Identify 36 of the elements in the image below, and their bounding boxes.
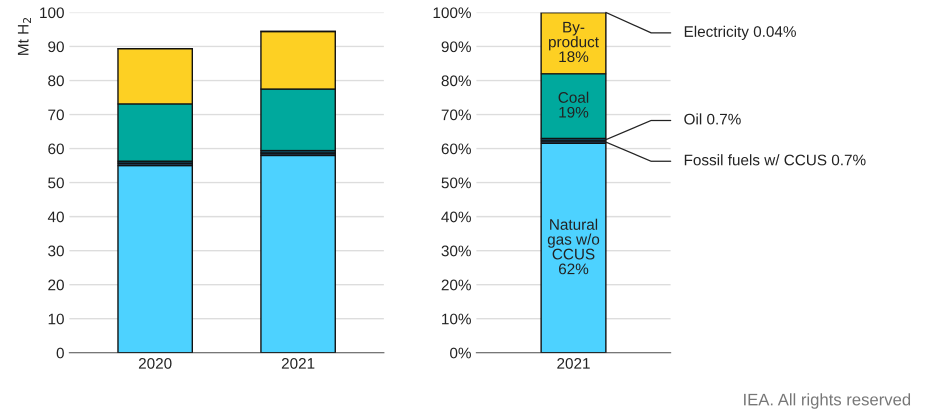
data-label: Fossil fuels w/ CCUS 0.7% bbox=[684, 154, 866, 166]
data-label: By- product 18% bbox=[549, 22, 599, 62]
y-tick-label: 70% bbox=[442, 109, 471, 120]
x-tick-label: 2021 bbox=[557, 358, 590, 369]
bar bbox=[540, 142, 607, 353]
y-tick-label: 20% bbox=[442, 280, 471, 290]
y-tick-label: 50% bbox=[442, 177, 471, 188]
y-tick-label: 80% bbox=[442, 75, 471, 86]
y-tick-label: 0% bbox=[450, 348, 471, 358]
y-tick-label: 90 bbox=[48, 41, 64, 52]
y-tick-label: 30 bbox=[48, 246, 64, 256]
bar bbox=[260, 154, 336, 353]
x-tick-label: 2020 bbox=[138, 358, 172, 369]
y-tick-label: 100% bbox=[434, 7, 471, 18]
x-tick-label: 2021 bbox=[282, 358, 314, 369]
data-label: Natural gas w/o CCUS 62% bbox=[548, 218, 600, 274]
y-tick-label: 20 bbox=[48, 280, 64, 290]
y-tick-label: 0 bbox=[56, 348, 64, 358]
data-label: Electricity 0.04% bbox=[684, 26, 796, 40]
y-axis-title: Mt H$_{2}$ bbox=[18, 18, 31, 55]
y-tick-label: 60% bbox=[442, 143, 471, 154]
data-label: Oil 0.7% bbox=[684, 113, 741, 125]
y-tick-label: 90% bbox=[442, 41, 471, 52]
bar bbox=[117, 164, 194, 353]
text: IEA. All rights reserved bbox=[744, 393, 910, 409]
y-tick-label: 80 bbox=[48, 75, 64, 86]
y-tick-label: 30% bbox=[442, 246, 471, 256]
y-tick-label: 50 bbox=[48, 177, 64, 188]
y-tick-label: 10% bbox=[442, 314, 471, 324]
y-tick-label: 60 bbox=[48, 143, 64, 154]
y-tick-label: 10 bbox=[48, 314, 64, 324]
y-tick-label: 70 bbox=[48, 109, 64, 120]
data-label: Coal 19% bbox=[558, 92, 588, 118]
y-tick-label: 40 bbox=[48, 212, 64, 222]
y-tick-label: 100 bbox=[40, 7, 64, 18]
y-tick-label: 40% bbox=[441, 212, 471, 222]
